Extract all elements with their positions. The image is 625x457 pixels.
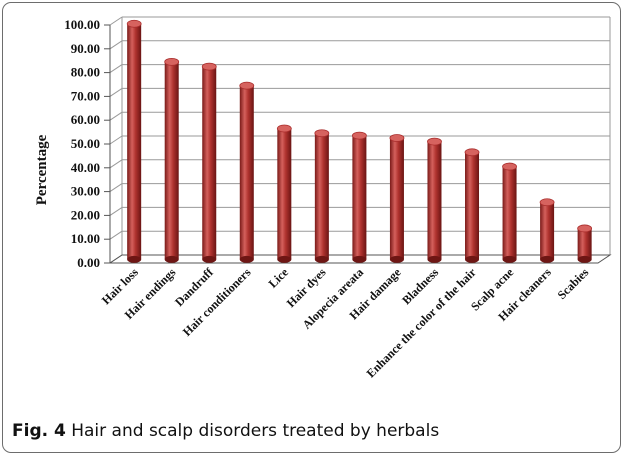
bar-body <box>465 152 480 260</box>
bar-base <box>314 255 329 263</box>
bar <box>577 224 593 263</box>
grid-depth-line <box>109 159 123 169</box>
y-tick-label: 70.00 <box>71 88 100 103</box>
y-tick-label: 40.00 <box>71 160 100 175</box>
y-tick-label: 10.00 <box>71 231 100 246</box>
y-tick-label: 20.00 <box>71 207 100 222</box>
bar-top <box>539 198 555 207</box>
bar <box>539 198 555 263</box>
bar <box>239 81 255 263</box>
bar-top <box>502 162 517 171</box>
grid-depth-line <box>109 135 123 145</box>
bar-base <box>389 255 404 263</box>
bar-top <box>427 137 442 146</box>
bar-top <box>239 81 255 90</box>
bar-top <box>164 57 180 66</box>
x-category-label: Hair conditioners <box>180 265 254 339</box>
bar <box>201 62 217 263</box>
bar-body <box>314 133 329 260</box>
grid-depth-line <box>109 111 123 121</box>
y-tick-labels: 0.00 10.00 20.00 30.00 40.00 50.00 60.00 70.00 8… <box>64 17 100 270</box>
y-tick-label: 100.00 <box>64 17 100 32</box>
bar-base <box>352 255 367 263</box>
x-category-label: Scabies <box>555 265 592 302</box>
bar-body <box>502 166 517 260</box>
grid-depth-line <box>109 64 123 74</box>
bar-base <box>127 255 142 263</box>
bar-body <box>127 23 142 260</box>
x-category-label: Lice <box>266 265 292 291</box>
bar <box>351 131 367 263</box>
bar-base <box>239 255 254 263</box>
figure-caption: Fig. 4 Hair and scalp disorders treated … <box>12 421 439 441</box>
bar-base <box>427 255 442 263</box>
bar-body <box>239 85 254 260</box>
bar <box>314 129 330 263</box>
y-tick-label: 0.00 <box>77 255 100 270</box>
bar-top <box>464 148 480 157</box>
bar-body <box>427 141 442 260</box>
y-tick-label: 80.00 <box>71 65 100 80</box>
bar-base <box>202 255 217 263</box>
bar <box>464 148 480 263</box>
grid-depth-line <box>109 206 123 216</box>
bar-body <box>577 228 592 260</box>
bar <box>427 137 442 263</box>
grid-depth-line <box>109 40 123 50</box>
y-tick-label: 50.00 <box>71 136 100 151</box>
bar-body <box>389 138 404 260</box>
bar-top <box>314 129 330 138</box>
bar <box>389 134 405 263</box>
bar-top <box>577 224 593 233</box>
bar-body <box>202 66 217 260</box>
y-tick-label: 90.00 <box>71 41 100 56</box>
bar <box>276 124 292 263</box>
y-tick-label: 60.00 <box>71 112 100 127</box>
bar <box>164 57 180 263</box>
grid-depth-line <box>109 230 123 240</box>
caption-text: Hair and scalp disorders treated by herb… <box>71 421 440 441</box>
bar-top <box>276 124 292 133</box>
grid-depth-line <box>109 16 123 26</box>
bar-base <box>465 255 480 263</box>
y-axis-label: Percentage <box>34 134 50 205</box>
grid-depth-line <box>109 183 123 193</box>
bar-top <box>351 131 367 140</box>
bar-top <box>389 134 405 142</box>
caption-label: Fig. 4 <box>12 421 66 441</box>
bar-body <box>540 202 555 260</box>
y-tick-label: 30.00 <box>71 184 100 199</box>
bar-base <box>502 255 517 263</box>
bar-base <box>277 255 292 263</box>
bars <box>126 19 593 263</box>
bar <box>502 162 517 263</box>
bar-base <box>577 255 592 263</box>
grid-depth-line <box>109 87 123 97</box>
bar <box>126 19 142 263</box>
floor <box>108 254 612 264</box>
bar-body <box>352 135 367 260</box>
bar-top <box>126 19 142 28</box>
figure-frame <box>2 2 621 453</box>
axes <box>104 17 612 264</box>
bar-base <box>164 255 179 263</box>
bar-body <box>164 61 179 260</box>
bar-top <box>201 62 217 71</box>
bar-base <box>540 255 555 263</box>
bar-body <box>277 128 292 260</box>
